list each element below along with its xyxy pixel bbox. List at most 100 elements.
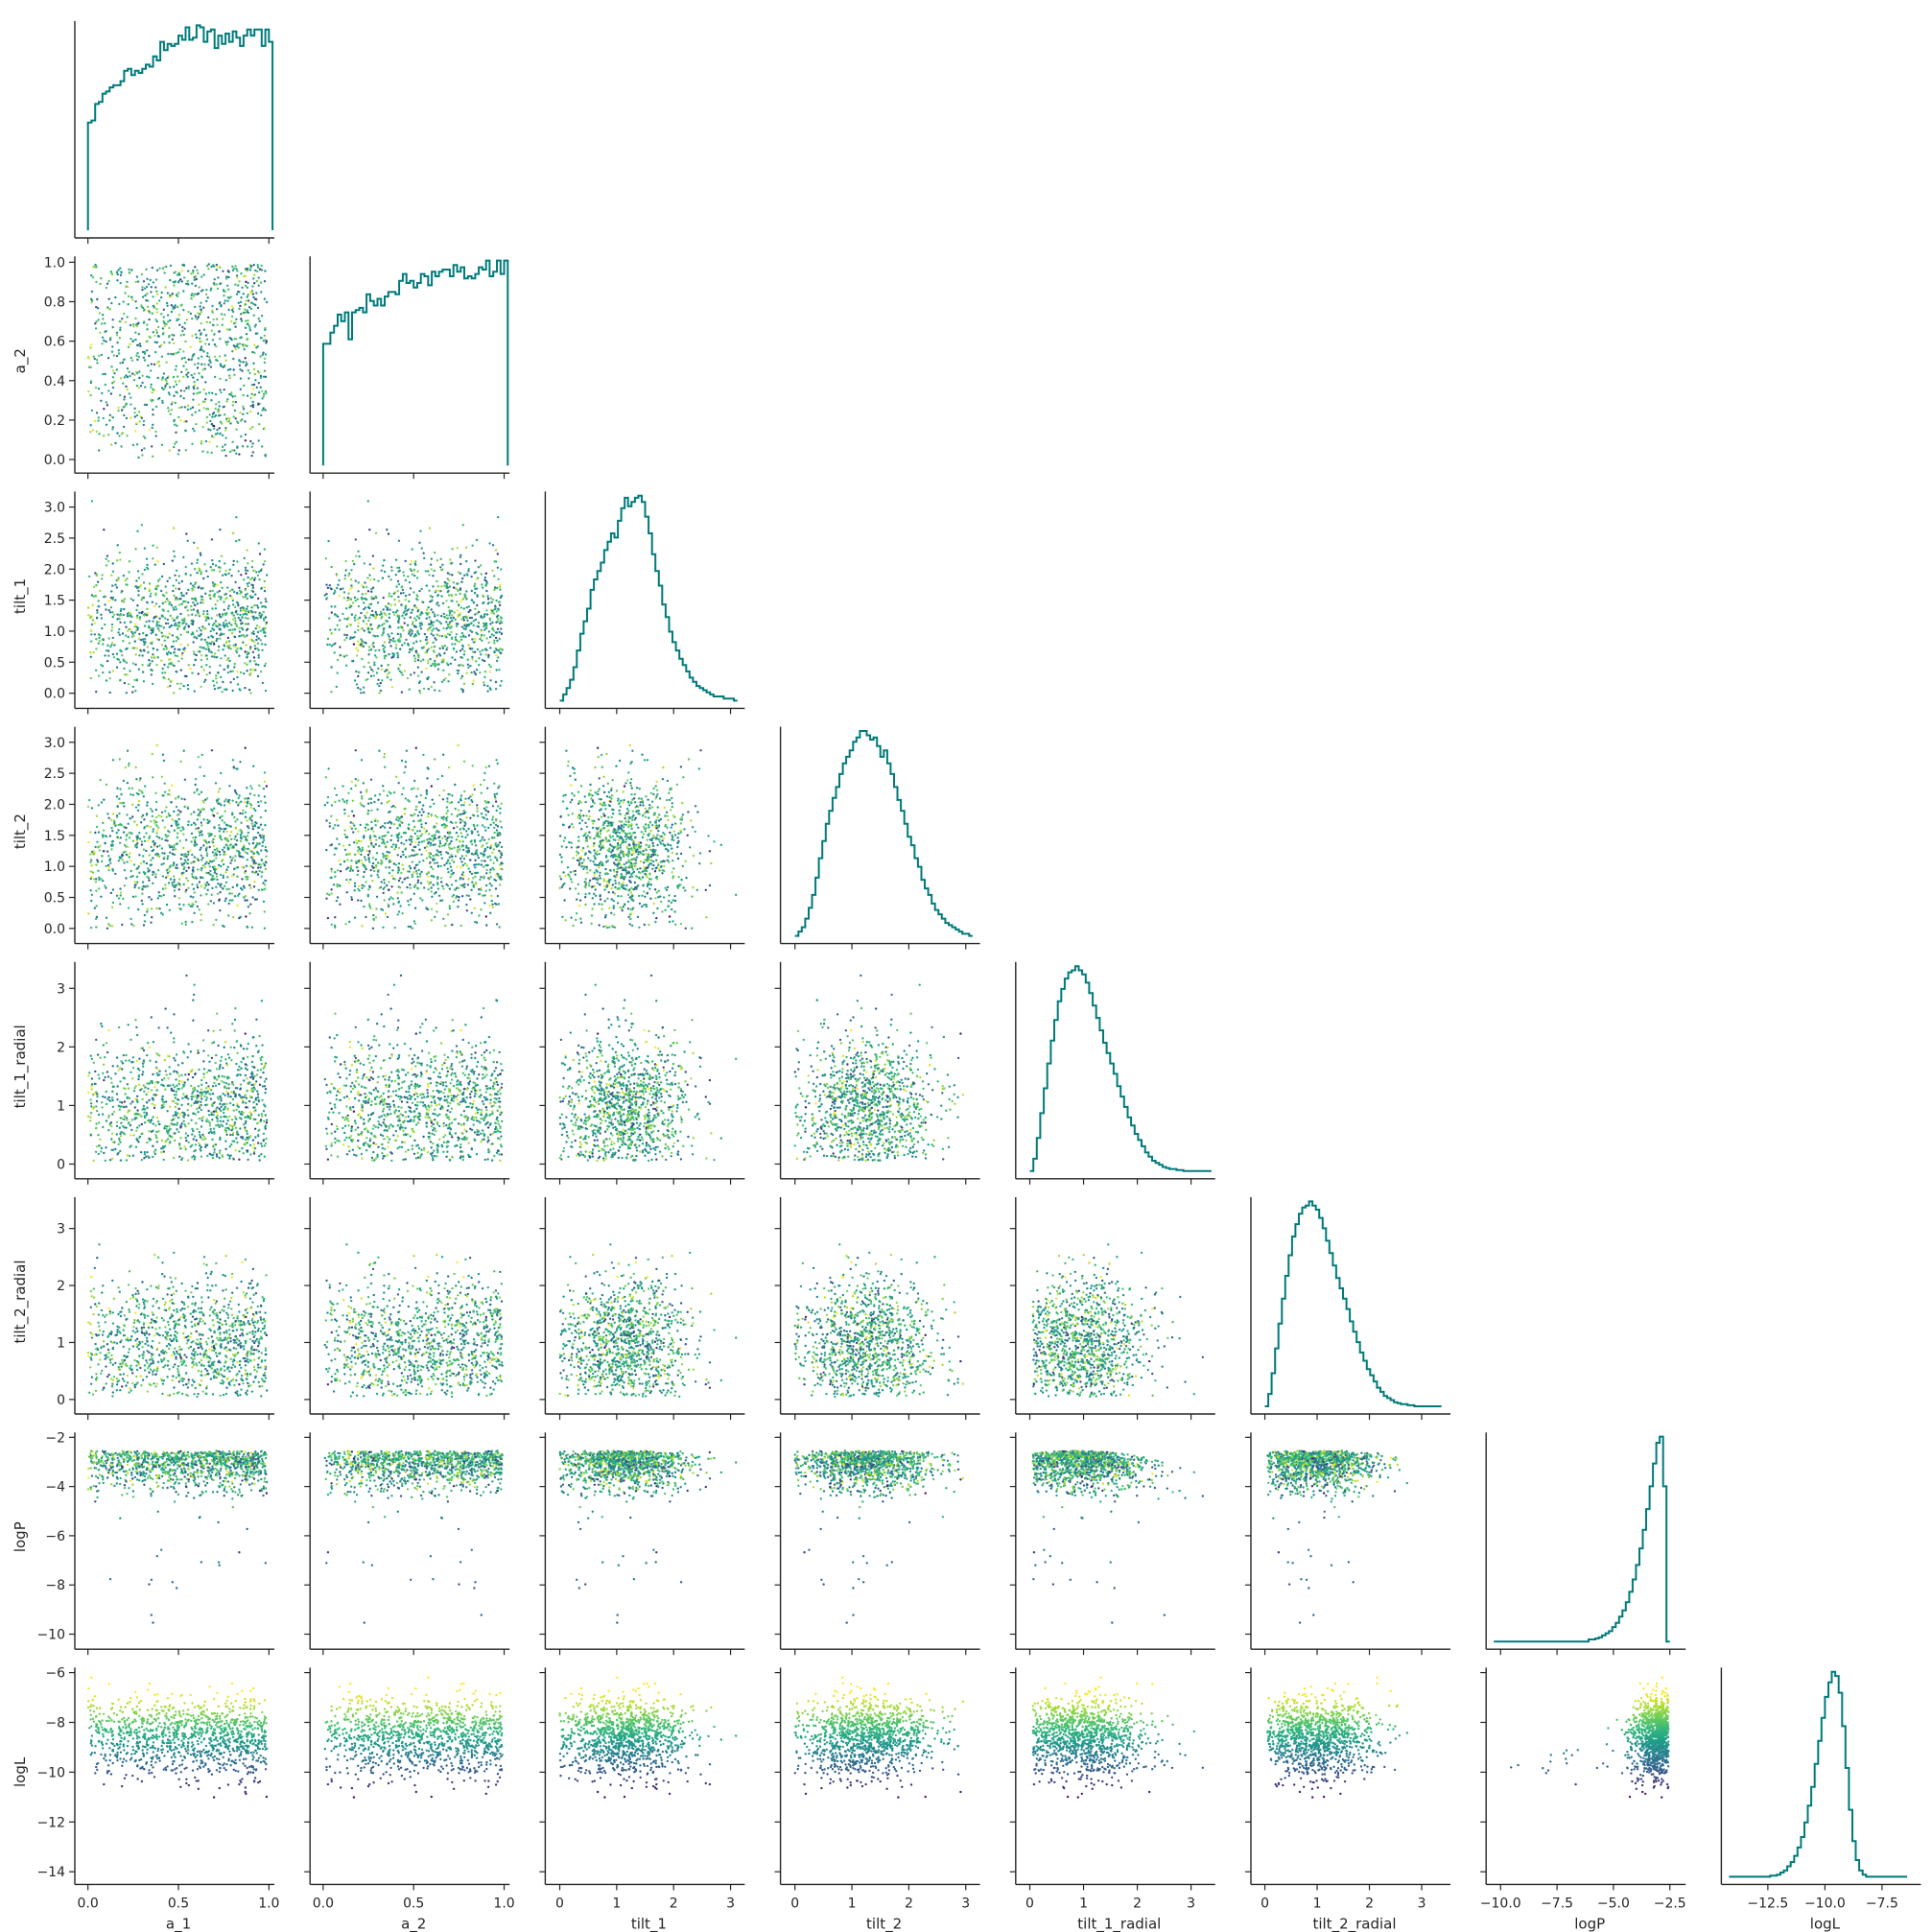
scatter-point	[457, 615, 459, 618]
scatter-point	[226, 341, 229, 343]
scatter-point	[137, 594, 140, 597]
scatter-point	[334, 628, 337, 631]
scatter-point	[111, 901, 115, 905]
scatter-point	[390, 569, 393, 572]
scatter-point	[187, 358, 190, 361]
scatter-point	[232, 873, 235, 876]
scatter-point	[458, 603, 460, 606]
scatter-point	[251, 590, 255, 593]
scatter-point	[198, 329, 201, 332]
scatter-point	[330, 631, 333, 635]
scatter-point	[153, 604, 156, 608]
scatter-point	[402, 611, 406, 614]
scatter-point	[91, 871, 95, 874]
scatter-point	[113, 644, 116, 647]
scatter-point	[137, 804, 140, 807]
scatter-point	[118, 758, 122, 761]
scatter-point	[495, 903, 498, 906]
scatter-point	[128, 392, 130, 395]
scatter-point	[448, 573, 451, 576]
scatter-point	[361, 846, 364, 849]
scatter-point	[362, 782, 365, 785]
scatter-point	[365, 642, 367, 645]
scatter-point	[179, 884, 182, 887]
scatter-point	[223, 302, 225, 305]
scatter-point	[467, 644, 470, 647]
scatter-point	[177, 318, 180, 321]
scatter-point	[135, 354, 138, 357]
scatter-point	[257, 284, 260, 287]
scatter-point	[248, 816, 252, 819]
scatter-point	[164, 617, 167, 620]
scatter-point	[413, 574, 416, 577]
scatter-point	[120, 445, 123, 448]
scatter-point	[460, 631, 464, 635]
scatter-point	[418, 541, 421, 544]
scatter-point	[236, 675, 239, 679]
scatter-point	[387, 532, 390, 535]
scatter-point	[146, 340, 150, 342]
scatter-point	[167, 835, 170, 837]
scatter-point	[489, 623, 492, 625]
scatter-point	[135, 875, 139, 879]
scatter-point	[106, 357, 110, 360]
scatter-point	[182, 833, 185, 836]
scatter-point	[132, 647, 136, 649]
scatter-point	[438, 654, 442, 657]
scatter-point	[100, 353, 104, 357]
scatter-point	[338, 595, 341, 598]
scatter-point	[256, 842, 260, 846]
scatter-point	[220, 804, 223, 807]
scatter-point	[404, 559, 407, 563]
scatter-point	[458, 664, 460, 667]
scatter-point	[472, 620, 475, 623]
scatter-point	[354, 778, 357, 781]
scatter-point	[90, 343, 93, 346]
scatter-point	[182, 600, 185, 603]
scatter-point	[213, 593, 217, 596]
scatter-point	[427, 662, 430, 665]
scatter-point	[388, 652, 390, 656]
scatter-point	[357, 624, 360, 628]
scatter-point	[488, 619, 492, 622]
scatter-point	[111, 345, 114, 348]
scatter-point	[161, 401, 164, 405]
scatter-point	[253, 648, 257, 650]
scatter-point	[121, 599, 124, 601]
scatter-point	[138, 611, 141, 614]
scatter-point	[385, 654, 388, 657]
scatter-point	[236, 648, 239, 650]
scatter-point	[123, 861, 126, 864]
scatter-point	[245, 572, 247, 575]
scatter-point	[196, 609, 200, 612]
scatter-point	[253, 881, 256, 884]
scatter-point	[211, 878, 214, 882]
scatter-point	[190, 840, 193, 843]
scatter-point	[114, 872, 117, 876]
scatter-point	[152, 388, 154, 391]
scatter-point	[196, 602, 200, 605]
scatter-point	[369, 907, 372, 910]
scatter-point	[483, 681, 485, 684]
scatter-point	[255, 635, 258, 638]
scatter-point	[255, 386, 258, 389]
scatter-point	[151, 752, 153, 756]
scatter-point	[360, 839, 363, 843]
scatter-point	[231, 307, 235, 310]
scatter-point	[185, 674, 188, 678]
scatter-point	[103, 529, 106, 531]
scatter-point	[450, 839, 453, 843]
scatter-point	[405, 612, 409, 616]
scatter-point	[154, 405, 158, 409]
scatter-point	[166, 376, 169, 380]
scatter-point	[146, 563, 149, 566]
scatter-point	[89, 831, 92, 834]
scatter-point	[119, 836, 123, 839]
scatter-point	[130, 875, 132, 879]
scatter-point	[174, 598, 177, 601]
scatter-point	[399, 855, 403, 859]
scatter-point	[226, 666, 229, 669]
scatter-point	[149, 662, 152, 665]
scatter-point	[325, 583, 328, 586]
scatter-point	[470, 599, 474, 601]
